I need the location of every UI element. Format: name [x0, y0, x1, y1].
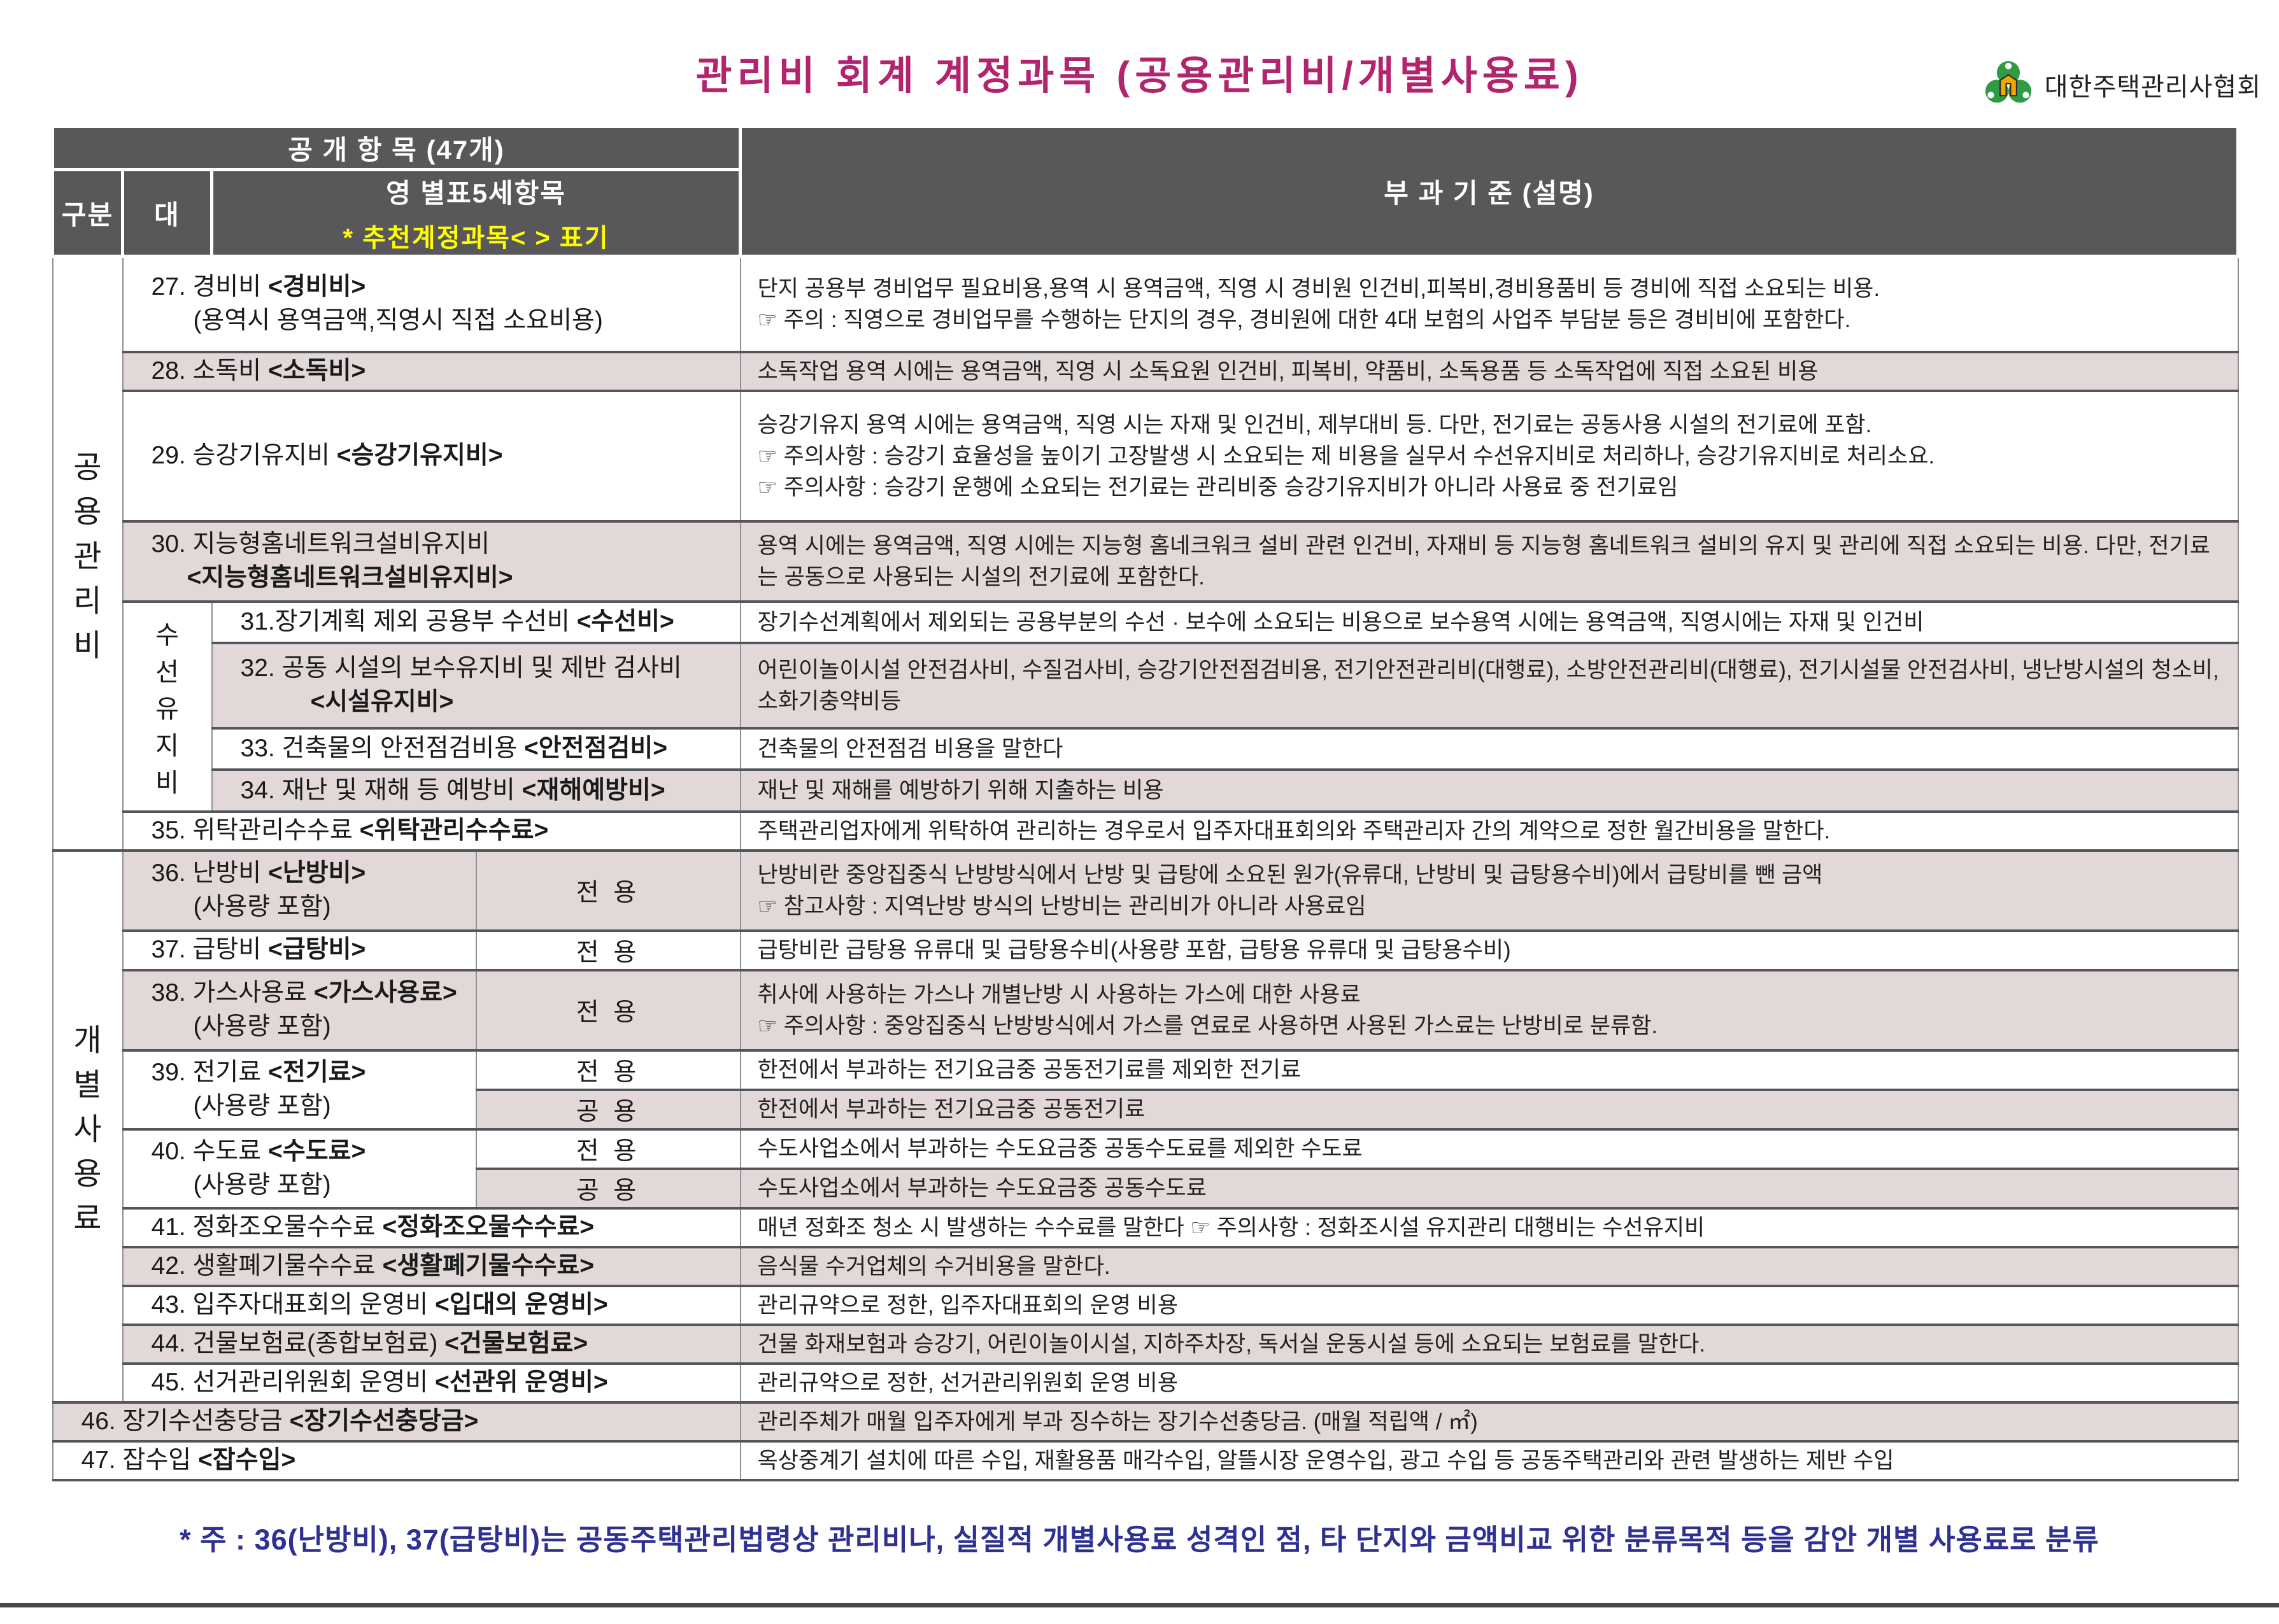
- table-row: 30. 지능형홈네트워크설비유지비 <지능형홈네트워크설비유지비> 용역 시에는…: [53, 519, 2239, 603]
- item-description-cell: 어린이놀이시설 안전검사비, 수질검사비, 승강기안전점검비용, 전기안전관리비…: [739, 641, 2239, 730]
- item-name-cell: 33. 건축물의 안전점검비용 <안전점검비>: [211, 727, 741, 772]
- table-row: 41. 정화조오물수수료 <정화조오물수수료> 매년 정화조 청소 시 발생하는…: [53, 1206, 2239, 1248]
- item-name-cell: 32. 공동 시설의 보수유지비 및 제반 검사비 <시설유지비>: [211, 641, 741, 730]
- table-row: 47. 잡수입 <잡수입> 옥상중계기 설치에 따른 수입, 재활용품 매각수입…: [52, 1439, 2239, 1481]
- table-row: 34. 재난 및 재해 등 예방비 <재해예방비> 재난 및 재해를 예방하기 …: [53, 768, 2239, 813]
- item-description-cell: 음식물 수거업체의 수거비용을 말한다.: [739, 1245, 2239, 1287]
- item-description-cell: 관리규약으로 정한, 입주자대표회의 운영 비용: [739, 1284, 2239, 1326]
- table-row: 38. 가스사용료 <가스사용료> (사용량 포함) 전 용 취사에 사용하는 …: [53, 968, 2239, 1052]
- item-name-cell: 30. 지능형홈네트워크설비유지비 <지능형홈네트워크설비유지비>: [122, 519, 741, 603]
- item-description-cell: 매년 정화조 청소 시 발생하는 수수료를 말한다 ☞ 주의사항 : 정화조시설…: [739, 1206, 2239, 1248]
- table-row: 46. 장기수선충당금 <장기수선충당금> 관리주체가 매월 입주자에게 부과 …: [52, 1401, 2239, 1443]
- table-row: 45. 선거관리위원회 운영비 <선관위 운영비> 관리규약으로 정한, 선거관…: [53, 1362, 2239, 1404]
- item-name-cell: 34. 재난 및 재해 등 예방비 <재해예방비>: [211, 768, 741, 813]
- usage-type-cell: 공 용: [475, 1088, 741, 1131]
- item-name-cell: 46. 장기수선충당금 <장기수선충당금>: [52, 1401, 741, 1443]
- item-name-cell: 43. 입주자대표회의 운영비 <입대의 운영비>: [122, 1284, 741, 1326]
- accounts-table: 공 개 항 목 (47개) 부 과 기 준 (설명) 구분 대 영 별표5세항목…: [50, 125, 2240, 1481]
- table-row: 공 용 수도사업소에서 부과하는 수도요금중 공동수도료: [53, 1167, 2239, 1210]
- item-description-cell: 건축물의 안전점검 비용을 말한다: [739, 727, 2239, 772]
- item-name-cell: 42. 생활폐기물수수료 <생활폐기물수수료>: [122, 1245, 741, 1287]
- item-description-cell: 승강기유지 용역 시에는 용역금액, 직영 시는 자재 및 인건비, 제부대비 …: [739, 389, 2239, 523]
- association-logo-icon: [1985, 61, 2031, 103]
- usage-type-cell: 전 용: [475, 968, 741, 1052]
- table-row: 42. 생활폐기물수수료 <생활폐기물수수료> 음식물 수거업체의 수거비용을 …: [53, 1245, 2239, 1287]
- table-header-row: 공 개 항 목 (47개) 부 과 기 준 (설명): [50, 125, 2240, 258]
- item-name-cell: 35. 위탁관리수수료 <위탁관리수수료>: [122, 810, 741, 852]
- item-description-cell: 수도사업소에서 부과하는 수도요금중 공동수도료: [739, 1167, 2239, 1210]
- header-detail-line1: 영 별표5세항목: [386, 178, 566, 208]
- item-name-cell: 36. 난방비 <난방비> (사용량 포함): [122, 849, 477, 932]
- header-col-detail: 영 별표5세항목 * 추천계정과목< > 표기: [209, 168, 742, 258]
- table-header-row: 구분 대 영 별표5세항목 * 추천계정과목< > 표기: [51, 168, 2238, 258]
- item-description-cell: 주택관리업자에게 위탁하여 관리하는 경우로서 입주자대표회의와 주택관리자 간…: [739, 810, 2239, 852]
- item-description-cell: 장기수선계획에서 제외되는 공용부분의 수선 · 보수에 소요되는 비용으로 보…: [739, 600, 2239, 644]
- item-name-cell: 38. 가스사용료 <가스사용료> (사용량 포함): [122, 968, 477, 1052]
- usage-type-cell: 전 용: [475, 849, 741, 932]
- table-row: 29. 승강기유지비 <승강기유지비> 승강기유지 용역 시에는 용역금액, 직…: [53, 389, 2239, 523]
- item-description-cell: 단지 공용부 경비업무 필요비용,용역 시 용역금액, 직영 시 경비원 인건비…: [739, 255, 2239, 353]
- item-description-cell: 용역 시에는 용역금액, 직영 시에는 지능형 홈네크워크 설비 관련 인건비,…: [739, 519, 2239, 603]
- item-name-cell: 27. 경비비 <경비비> (용역시 용역금액,직영시 직접 소요비용): [122, 255, 741, 353]
- table-row: 28. 소독비 <소독비> 소독작업 용역 시에는 용역금액, 직영 시 소독요…: [53, 350, 2239, 392]
- table-row: 43. 입주자대표회의 운영비 <입대의 운영비> 관리규약으로 정한, 입주자…: [53, 1284, 2239, 1326]
- item-name-cell: 28. 소독비 <소독비>: [122, 350, 741, 392]
- item-name-cell: 37. 급탕비 <급탕비>: [122, 929, 477, 971]
- item-description-cell: 관리규약으로 정한, 선거관리위원회 운영 비용: [739, 1362, 2239, 1404]
- table-row: 공 용 한전에서 부과하는 전기요금중 공동전기료: [53, 1088, 2239, 1131]
- footnote: * 주 : 36(난방비), 37(급탕비)는 공동주택관리법령상 관리비나, …: [180, 1523, 2099, 1556]
- header-col-gubun: 구분: [51, 168, 124, 258]
- table-row: 40. 수도료 <수도료> (사용량 포함) 전 용 수도사업소에서 부과하는 …: [53, 1127, 2239, 1210]
- item-name-cell: 31.장기계획 제외 공용부 수선비 <수선비>: [211, 600, 741, 644]
- item-description-cell: 관리주체가 매월 입주자에게 부과 징수하는 장기수선충당금. (매월 적립액 …: [739, 1401, 2239, 1443]
- association-logo: 대한주택관리사협회: [1981, 57, 2261, 112]
- item-description-cell: 수도사업소에서 부과하는 수도요금중 공동수도료를 제외한 수도료: [739, 1127, 2239, 1170]
- accounts-table-wrap: 공 개 항 목 (47개) 부 과 기 준 (설명) 구분 대 영 별표5세항목…: [50, 125, 2240, 1481]
- table-row: 35. 위탁관리수수료 <위탁관리수수료> 주택관리업자에게 위탁하여 관리하는…: [53, 810, 2239, 852]
- usage-type-cell: 공 용: [475, 1167, 741, 1210]
- item-description-cell: 재난 및 재해를 예방하기 위해 지출하는 비용: [739, 768, 2239, 813]
- item-description-cell: 취사에 사용하는 가스나 개별난방 시 사용하는 가스에 대한 사용료 ☞ 주의사…: [739, 968, 2239, 1052]
- item-description-cell: 난방비란 중앙집중식 난방방식에서 난방 및 급탕에 소요된 원가(유류대, 난…: [739, 849, 2239, 932]
- header-detail-line2: * 추천계정과목< > 표기: [343, 224, 609, 252]
- association-name: 대한주택관리사협회: [2044, 73, 2261, 101]
- header-basis: 부 과 기 준 (설명): [739, 125, 2240, 258]
- item-name-cell: 39. 전기료 <전기료> (사용량 포함): [122, 1049, 477, 1131]
- item-description-cell: 한전에서 부과하는 전기요금중 공동전기료: [739, 1088, 2239, 1131]
- item-description-cell: 건물 화재보험과 승강기, 어린이놀이시설, 지하주차장, 독서실 운동시설 등…: [739, 1323, 2239, 1365]
- usage-type-cell: 전 용: [475, 1049, 741, 1091]
- item-name-cell: 44. 건물보험료(종합보험료) <건물보험료>: [122, 1323, 741, 1365]
- item-name-cell: 29. 승강기유지비 <승강기유지비>: [122, 389, 741, 523]
- table-row: 37. 급탕비 <급탕비> 전 용 급탕비란 급탕용 유류대 및 급탕용수비(사…: [53, 929, 2239, 971]
- header-open-items: 공 개 항 목 (47개): [50, 125, 742, 171]
- usage-type-cell: 전 용: [475, 1127, 741, 1170]
- header-col-dae: 대: [121, 168, 213, 258]
- table-row: 32. 공동 시설의 보수유지비 및 제반 검사비 <시설유지비> 어린이놀이시…: [53, 641, 2239, 730]
- table-row: 33. 건축물의 안전점검비용 <안전점검비> 건축물의 안전점검 비용을 말한…: [53, 727, 2239, 772]
- item-name-cell: 41. 정화조오물수수료 <정화조오물수수료>: [122, 1206, 741, 1248]
- item-name-cell: 47. 잡수입 <잡수입>: [52, 1439, 741, 1481]
- item-description-cell: 한전에서 부과하는 전기요금중 공동전기료를 제외한 전기료: [739, 1049, 2239, 1091]
- bottom-divider: [0, 1603, 2279, 1607]
- table-row: 39. 전기료 <전기료> (사용량 포함) 전 용 한전에서 부과하는 전기요…: [53, 1049, 2239, 1131]
- item-description-cell: 급탕비란 급탕용 유류대 및 급탕용수비(사용량 포함, 급탕용 유류대 및 급…: [739, 929, 2239, 971]
- table-row: 44. 건물보험료(종합보험료) <건물보험료> 건물 화재보험과 승강기, 어…: [53, 1323, 2239, 1365]
- page-title: 관리비 회계 계정과목 (공용관리비/개별사용료): [695, 54, 1584, 98]
- item-name-cell: 40. 수도료 <수도료> (사용량 포함): [122, 1127, 477, 1210]
- item-description-cell: 소독작업 용역 시에는 용역금액, 직영 시 소독요원 인건비, 피복비, 약품…: [739, 350, 2239, 392]
- item-name-cell: 45. 선거관리위원회 운영비 <선관위 운영비>: [122, 1362, 741, 1404]
- item-description-cell: 옥상중계기 설치에 따른 수입, 재활용품 매각수입, 알뜰시장 운영수입, 광…: [739, 1439, 2239, 1481]
- usage-type-cell: 전 용: [475, 929, 741, 971]
